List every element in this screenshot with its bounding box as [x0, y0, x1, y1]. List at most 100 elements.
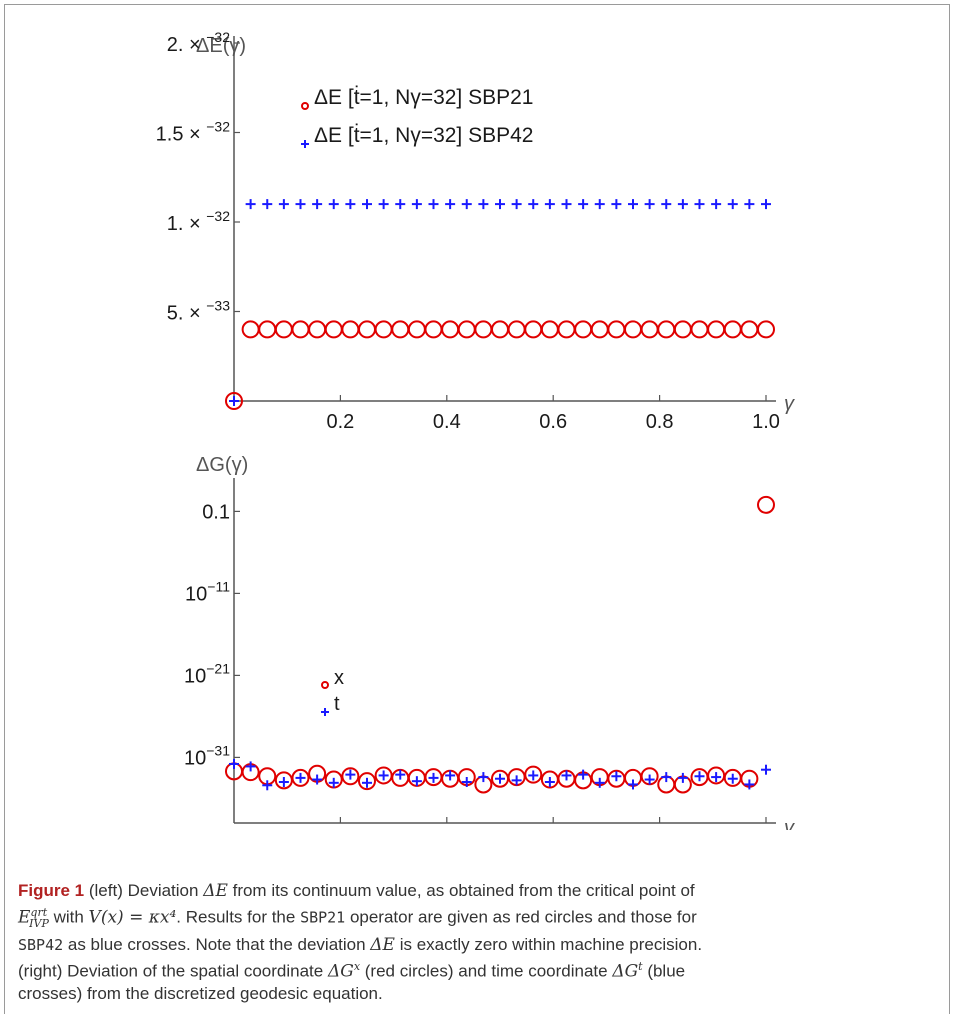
legend-label: t	[334, 693, 340, 715]
figure-label: Figure 1	[18, 881, 89, 900]
data-point-cross	[761, 764, 771, 775]
data-point-cross	[478, 199, 489, 210]
legend-marker-cross	[301, 140, 309, 148]
caption-line: SBP42 as blue crosses. Note that the dev…	[18, 934, 938, 956]
data-point-cross	[544, 777, 555, 787]
data-point-cross	[578, 199, 589, 210]
caption-line: crosses) from the discretized geodesic e…	[18, 983, 938, 1004]
x-tick-label: 1.0	[752, 828, 780, 830]
data-point-cross	[461, 199, 472, 210]
data-point-cross	[328, 777, 339, 788]
data-point-circle	[657, 320, 676, 339]
legend-marker-circle	[321, 681, 329, 689]
data-point-circle	[607, 320, 626, 339]
data-point-circle	[441, 320, 460, 339]
data-point-cross	[411, 199, 422, 210]
caption-fragment: qrt	[30, 906, 48, 919]
data-point-cross	[611, 771, 622, 782]
data-point-cross	[628, 199, 638, 210]
data-point-circle	[690, 320, 709, 339]
data-point-cross	[312, 199, 323, 210]
data-point-circle	[474, 320, 493, 339]
data-point-cross	[395, 769, 406, 780]
caption-fragment: x	[353, 960, 361, 974]
data-point-cross	[661, 772, 672, 783]
x-tick-label: 0.2	[326, 828, 354, 830]
data-point-circle	[491, 320, 509, 339]
caption-fragment: (red circles) and time coordinate	[360, 961, 613, 981]
data-point-cross	[694, 199, 705, 210]
data-point-cross	[345, 199, 356, 210]
data-point-cross	[362, 199, 372, 210]
x-tick-label: 0.6	[539, 828, 567, 830]
data-point-cross	[677, 199, 688, 210]
legend-label: ΔE [ṫ=1, Nγ=32] SBP42	[314, 124, 534, 147]
data-point-cross	[461, 777, 472, 787]
data-point-circle	[707, 320, 726, 339]
data-point-circle	[723, 320, 742, 339]
data-point-circle	[358, 772, 376, 791]
y-tick-label: 10−31	[184, 742, 230, 769]
data-point-cross	[378, 199, 389, 210]
data-point-circle	[324, 320, 343, 339]
data-point-circle	[524, 765, 543, 784]
x-tick-label: 1.0	[752, 411, 780, 433]
data-point-cross	[644, 199, 655, 210]
y-tick-label: 2. × −32	[167, 29, 230, 56]
data-point-circle	[557, 320, 576, 339]
data-point-cross	[245, 199, 256, 210]
data-point-circle	[507, 320, 526, 339]
data-point-circle	[374, 320, 393, 339]
x-tick-label: 0.6	[539, 411, 567, 433]
data-point-cross	[594, 199, 605, 210]
data-point-cross	[744, 779, 755, 790]
data-point-cross	[677, 772, 688, 783]
data-point-cross	[278, 777, 289, 787]
data-point-circle	[291, 320, 310, 339]
data-point-circle	[291, 768, 310, 787]
data-point-cross	[229, 758, 239, 769]
caption-fragment: E	[18, 907, 31, 928]
caption-fragment: (right) Deviation of the spatial coordin…	[18, 961, 328, 981]
x-axis-title: γ	[784, 393, 795, 415]
data-point-cross	[711, 772, 722, 783]
data-point-cross	[761, 199, 771, 210]
caption-fragment: operator are given as red circles and th…	[345, 907, 697, 927]
caption-fragment: (blue	[642, 961, 686, 981]
caption-fragment: ΔE	[203, 881, 228, 901]
data-point-cross	[245, 761, 256, 772]
data-point-cross	[328, 199, 339, 210]
figure-frame	[4, 4, 950, 1014]
data-point-circle	[640, 320, 659, 339]
caption-fragment: ΔE	[370, 935, 395, 956]
y-axis-title: ΔE(γ)	[196, 35, 246, 57]
y-tick-label: 10−11	[185, 578, 230, 605]
x-axis-title: γ	[784, 817, 795, 830]
data-point-cross	[511, 775, 522, 786]
data-point-circle	[624, 320, 642, 339]
data-point-circle	[457, 320, 476, 339]
data-point-cross	[362, 777, 372, 788]
caption-fragment: ΔG	[612, 961, 639, 982]
caption-fragment: SBP42	[18, 936, 64, 955]
data-point-cross	[611, 199, 622, 210]
data-point-circle	[757, 320, 775, 339]
data-point-cross	[295, 199, 306, 210]
data-point-cross	[694, 771, 705, 782]
caption-fragment: IVP	[29, 917, 49, 931]
data-point-cross	[428, 199, 439, 210]
caption-fragment: as blue crosses. Note that the deviation	[63, 935, 371, 955]
data-point-circle	[574, 320, 593, 339]
data-point-cross	[395, 199, 406, 210]
data-point-circle	[407, 320, 426, 339]
data-point-circle	[673, 320, 692, 339]
data-point-cross	[511, 199, 522, 210]
y-tick-label: 0.1	[202, 501, 230, 523]
y-tick-label: 1. × −32	[167, 208, 230, 235]
data-point-cross	[661, 199, 672, 210]
data-point-cross	[262, 199, 273, 210]
data-point-cross	[727, 773, 738, 784]
legend-marker-cross	[321, 708, 329, 716]
caption-line: (right) Deviation of the spatial coordin…	[18, 956, 938, 983]
figure-caption: Figure 1 (left) Deviation ΔE from its co…	[18, 880, 938, 1004]
